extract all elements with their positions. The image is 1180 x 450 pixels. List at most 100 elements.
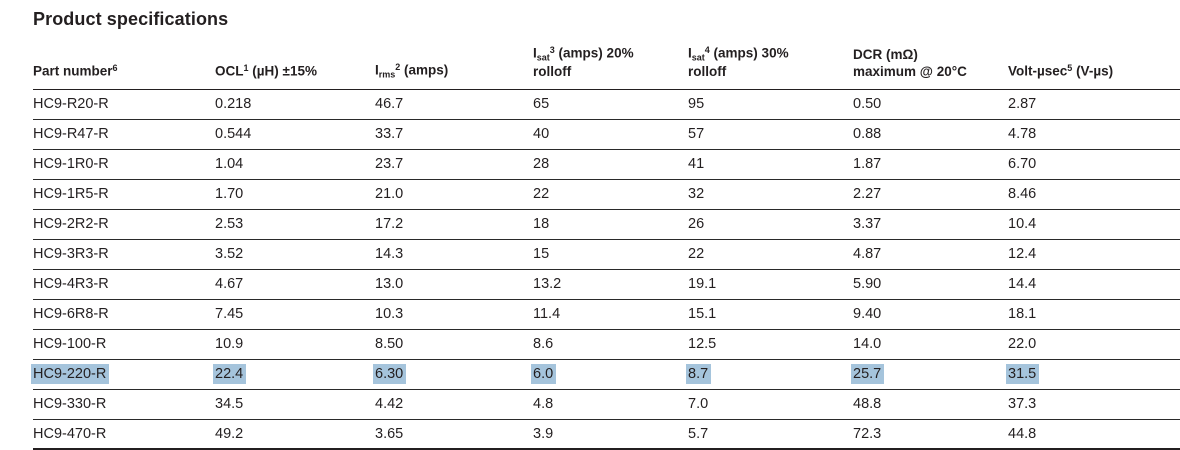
table-row[interactable]: HC9-R47-R 0.544 33.7 40 57 0.88 4.78 xyxy=(33,119,1180,150)
table-cell[interactable]: 10.9 xyxy=(215,329,375,360)
table-cell[interactable]: 4.8 xyxy=(533,389,688,420)
table-cell[interactable]: 33.7 xyxy=(375,119,533,150)
table-cell[interactable]: 46.7 xyxy=(375,89,533,120)
table-cell[interactable]: 17.2 xyxy=(375,209,533,240)
table-cell[interactable]: 10.4 xyxy=(1008,209,1180,240)
table-cell[interactable]: 0.50 xyxy=(853,89,1008,120)
table-cell[interactable]: 15.1 xyxy=(688,299,853,330)
table-cell[interactable]: HC9-330-R xyxy=(33,389,215,420)
table-cell[interactable]: 18.1 xyxy=(1008,299,1180,330)
table-cell[interactable]: 18 xyxy=(533,209,688,240)
table-cell[interactable]: 7.45 xyxy=(215,299,375,330)
table-cell[interactable]: 14.3 xyxy=(375,239,533,270)
table-cell[interactable]: 8.7 xyxy=(686,359,853,390)
table-row[interactable]: HC9-100-R 10.9 8.50 8.6 12.5 14.0 22.0 xyxy=(33,329,1180,360)
table-cell[interactable]: HC9-2R2-R xyxy=(33,209,215,240)
table-cell[interactable]: 1.70 xyxy=(215,179,375,210)
table-cell[interactable]: HC9-R47-R xyxy=(33,119,215,150)
table-cell[interactable]: 4.42 xyxy=(375,389,533,420)
table-cell[interactable]: 0.88 xyxy=(853,119,1008,150)
table-cell[interactable]: 6.30 xyxy=(373,359,533,390)
table-cell[interactable]: 22 xyxy=(688,239,853,270)
table-cell[interactable]: 22.4 xyxy=(213,359,375,390)
table-cell[interactable]: 25.7 xyxy=(851,359,1008,390)
table-cell[interactable]: 49.2 xyxy=(215,419,375,450)
table-cell[interactable]: 72.3 xyxy=(853,419,1008,450)
table-cell[interactable]: 12.5 xyxy=(688,329,853,360)
table-cell[interactable]: HC9-220-R xyxy=(31,359,215,390)
table-cell[interactable]: HC9-R20-R xyxy=(33,89,215,120)
table-cell[interactable]: 8.50 xyxy=(375,329,533,360)
table-cell[interactable]: 0.218 xyxy=(215,89,375,120)
table-cell[interactable]: HC9-1R0-R xyxy=(33,149,215,180)
table-row[interactable]: HC9-3R3-R 3.52 14.3 15 22 4.87 12.4 xyxy=(33,239,1180,270)
table-cell[interactable]: 14.4 xyxy=(1008,269,1180,300)
table-cell[interactable]: 40 xyxy=(533,119,688,150)
table-cell[interactable]: 15 xyxy=(533,239,688,270)
table-cell[interactable]: 44.8 xyxy=(1008,419,1180,450)
table-cell[interactable]: 10.3 xyxy=(375,299,533,330)
table-cell[interactable]: 34.5 xyxy=(215,389,375,420)
table-cell[interactable]: HC9-6R8-R xyxy=(33,299,215,330)
table-cell[interactable]: 28 xyxy=(533,149,688,180)
table-cell[interactable]: 6.70 xyxy=(1008,149,1180,180)
table-cell[interactable]: 3.65 xyxy=(375,419,533,450)
table-cell[interactable]: 0.544 xyxy=(215,119,375,150)
table-cell[interactable]: 65 xyxy=(533,89,688,120)
table-cell[interactable]: 26 xyxy=(688,209,853,240)
table-cell[interactable]: 14.0 xyxy=(853,329,1008,360)
table-cell[interactable]: 41 xyxy=(688,149,853,180)
table-cell[interactable]: 7.0 xyxy=(688,389,853,420)
table-row[interactable]: HC9-470-R 49.2 3.65 3.9 5.7 72.3 44.8 xyxy=(33,419,1180,450)
table-cell[interactable]: 2.27 xyxy=(853,179,1008,210)
table-row[interactable]: HC9-4R3-R 4.67 13.0 13.2 19.1 5.90 14.4 xyxy=(33,269,1180,300)
table-cell[interactable]: HC9-4R3-R xyxy=(33,269,215,300)
table-cell[interactable]: 4.78 xyxy=(1008,119,1180,150)
table-cell[interactable]: HC9-3R3-R xyxy=(33,239,215,270)
table-cell[interactable]: 37.3 xyxy=(1008,389,1180,420)
table-cell[interactable]: 31.5 xyxy=(1006,359,1180,390)
table-cell[interactable]: 5.90 xyxy=(853,269,1008,300)
superscript-footnote: 5 xyxy=(1067,63,1073,74)
table-cell[interactable]: 3.9 xyxy=(533,419,688,450)
table-cell[interactable]: 8.46 xyxy=(1008,179,1180,210)
table-cell[interactable]: 95 xyxy=(688,89,853,120)
table-cell[interactable]: 22 xyxy=(533,179,688,210)
table-row-selected[interactable]: HC9-220-R 22.4 6.30 6.0 8.7 25.7 31.5 xyxy=(31,359,1180,390)
table-row[interactable]: HC9-1R0-R 1.04 23.7 28 41 1.87 6.70 xyxy=(33,149,1180,180)
table-cell[interactable]: 19.1 xyxy=(688,269,853,300)
table-row[interactable]: HC9-1R5-R 1.70 21.0 22 32 2.27 8.46 xyxy=(33,179,1180,210)
table-cell[interactable]: 57 xyxy=(688,119,853,150)
table-cell[interactable]: 3.37 xyxy=(853,209,1008,240)
table-cell[interactable]: 13.0 xyxy=(375,269,533,300)
table-cell[interactable]: 1.87 xyxy=(853,149,1008,180)
table-row[interactable]: HC9-330-R 34.5 4.42 4.8 7.0 48.8 37.3 xyxy=(33,389,1180,420)
table-cell[interactable]: 3.52 xyxy=(215,239,375,270)
table-cell[interactable]: 32 xyxy=(688,179,853,210)
table-row[interactable]: HC9-6R8-R 7.45 10.3 11.4 15.1 9.40 18.1 xyxy=(33,299,1180,330)
table-row[interactable]: HC9-2R2-R 2.53 17.2 18 26 3.37 10.4 xyxy=(33,209,1180,240)
table-cell[interactable]: 22.0 xyxy=(1008,329,1180,360)
table-cell[interactable]: 2.87 xyxy=(1008,89,1180,120)
subscript-label: sat xyxy=(691,52,705,63)
table-cell[interactable]: 4.67 xyxy=(215,269,375,300)
column-header: DCR (mΩ) maximum @ 20°C xyxy=(853,31,1008,90)
table-cell[interactable]: 2.53 xyxy=(215,209,375,240)
table-cell[interactable]: 13.2 xyxy=(533,269,688,300)
table-cell[interactable]: HC9-470-R xyxy=(33,419,215,450)
table-cell[interactable]: 12.4 xyxy=(1008,239,1180,270)
selected-cell-text: 8.7 xyxy=(686,364,712,385)
table-cell[interactable]: 23.7 xyxy=(375,149,533,180)
table-cell[interactable]: HC9-1R5-R xyxy=(33,179,215,210)
table-cell[interactable]: 4.87 xyxy=(853,239,1008,270)
table-cell[interactable]: 11.4 xyxy=(533,299,688,330)
table-cell[interactable]: 5.7 xyxy=(688,419,853,450)
table-cell[interactable]: 9.40 xyxy=(853,299,1008,330)
table-cell[interactable]: 21.0 xyxy=(375,179,533,210)
table-cell[interactable]: 1.04 xyxy=(215,149,375,180)
table-row[interactable]: HC9-R20-R 0.218 46.7 65 95 0.50 2.87 xyxy=(33,89,1180,120)
table-cell[interactable]: HC9-100-R xyxy=(33,329,215,360)
table-cell[interactable]: 48.8 xyxy=(853,389,1008,420)
table-cell[interactable]: 6.0 xyxy=(531,359,688,390)
table-cell[interactable]: 8.6 xyxy=(533,329,688,360)
